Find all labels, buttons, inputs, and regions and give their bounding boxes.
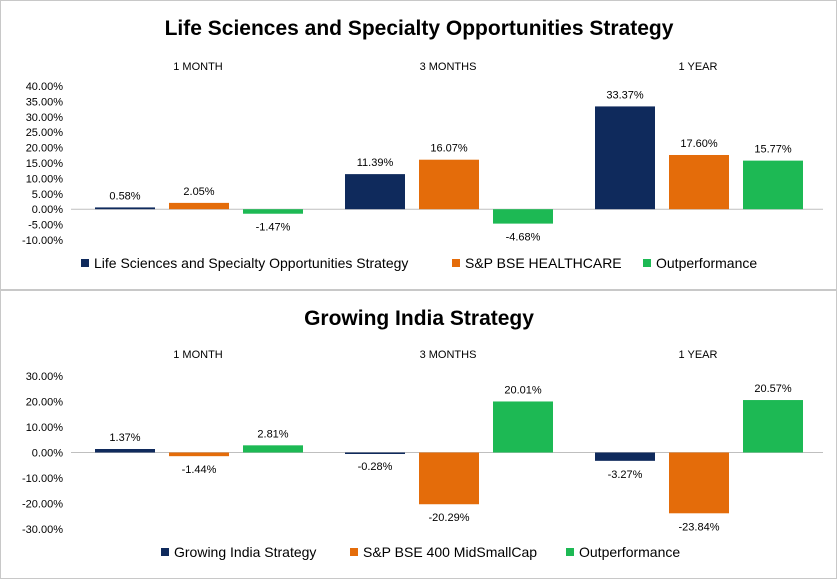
legend-label: Growing India Strategy — [174, 544, 316, 560]
legend-swatch — [350, 548, 358, 556]
data-label: -23.84% — [679, 521, 720, 533]
y-tick-label: 20.00% — [26, 397, 64, 409]
bar — [169, 202, 229, 210]
data-label: 16.07% — [430, 143, 468, 155]
y-tick-label: 15.00% — [26, 158, 64, 170]
y-tick-label: 0.00% — [32, 204, 63, 216]
y-tick-label: 10.00% — [26, 173, 64, 185]
data-label: -0.28% — [358, 461, 393, 473]
bar — [743, 160, 803, 210]
legend-swatch — [81, 259, 89, 267]
chart-title: Growing India Strategy — [304, 307, 534, 330]
y-tick-label: -20.00% — [22, 499, 63, 511]
legend-label: Outperformance — [579, 544, 680, 560]
legend-label: S&P BSE HEALTHCARE — [465, 255, 622, 271]
y-tick-label: 30.00% — [26, 112, 64, 124]
bar — [743, 400, 803, 453]
bar — [493, 209, 553, 224]
legend-label: S&P BSE 400 MidSmallCap — [363, 544, 537, 560]
data-label: 15.77% — [754, 144, 792, 156]
category-label: 1 YEAR — [679, 61, 718, 73]
data-label: -1.44% — [182, 464, 217, 476]
category-label: 1 YEAR — [679, 349, 718, 361]
y-tick-label: 25.00% — [26, 127, 64, 139]
bar — [669, 452, 729, 514]
data-label: 1.37% — [109, 432, 140, 444]
bar — [243, 445, 303, 453]
chart-panel-life-sciences: Life Sciences and Specialty Opportunitie… — [0, 0, 837, 290]
legend-label: Life Sciences and Specialty Opportunitie… — [94, 255, 408, 271]
chart-panel-growing-india: Growing India Strategy -30.00% -20.00% -10… — [0, 290, 837, 579]
category-label: 1 MONTH — [173, 61, 223, 73]
y-tick-label: 30.00% — [26, 371, 64, 383]
legend-label: Outperformance — [656, 255, 757, 271]
y-tick-label: 35.00% — [26, 96, 64, 108]
chart-growing-india: Growing India Strategy -30.00% -20.00% -10… — [22, 307, 823, 560]
y-tick-label: 10.00% — [26, 422, 64, 434]
chart-title: Life Sciences and Specialty Opportunitie… — [165, 17, 674, 40]
bar — [493, 401, 553, 453]
y-tick-label: -10.00% — [22, 473, 63, 485]
data-label: 33.37% — [606, 89, 644, 101]
data-label: 2.05% — [183, 186, 214, 198]
data-label: 2.81% — [257, 428, 288, 440]
data-label: -4.68% — [506, 232, 541, 244]
bar — [595, 106, 655, 210]
y-tick-label: -5.00% — [28, 220, 63, 232]
legend-swatch — [643, 259, 651, 267]
legend-swatch — [566, 548, 574, 556]
data-label: 17.60% — [680, 138, 718, 150]
data-label: -20.29% — [429, 512, 470, 524]
legend-swatch — [161, 548, 169, 556]
data-label: -1.47% — [256, 222, 291, 234]
data-label: 11.39% — [357, 157, 394, 169]
bar — [95, 207, 155, 210]
bar — [419, 159, 479, 210]
bar — [595, 452, 655, 461]
bar — [669, 154, 729, 210]
data-label: 0.58% — [109, 190, 140, 202]
data-label: 20.57% — [754, 383, 792, 395]
legend-swatch — [452, 259, 460, 267]
y-tick-label: -10.00% — [22, 235, 63, 247]
y-tick-label: 20.00% — [26, 143, 64, 155]
bar — [243, 209, 303, 214]
y-tick-label: 5.00% — [32, 189, 63, 201]
y-tick-label: -30.00% — [22, 524, 63, 536]
y-tick-label: 0.00% — [32, 448, 63, 460]
data-label: 20.01% — [504, 384, 542, 396]
category-label: 3 MONTHS — [420, 349, 477, 361]
bar — [345, 452, 405, 454]
category-label: 3 MONTHS — [420, 61, 477, 73]
bar — [95, 449, 155, 453]
chart-life-sciences: Life Sciences and Specialty Opportunitie… — [22, 17, 823, 271]
bar — [419, 452, 479, 505]
bar — [169, 452, 229, 457]
category-label: 1 MONTH — [173, 349, 223, 361]
y-tick-label: 40.00% — [26, 81, 64, 93]
data-label: -3.27% — [608, 469, 643, 481]
bar — [345, 174, 405, 210]
